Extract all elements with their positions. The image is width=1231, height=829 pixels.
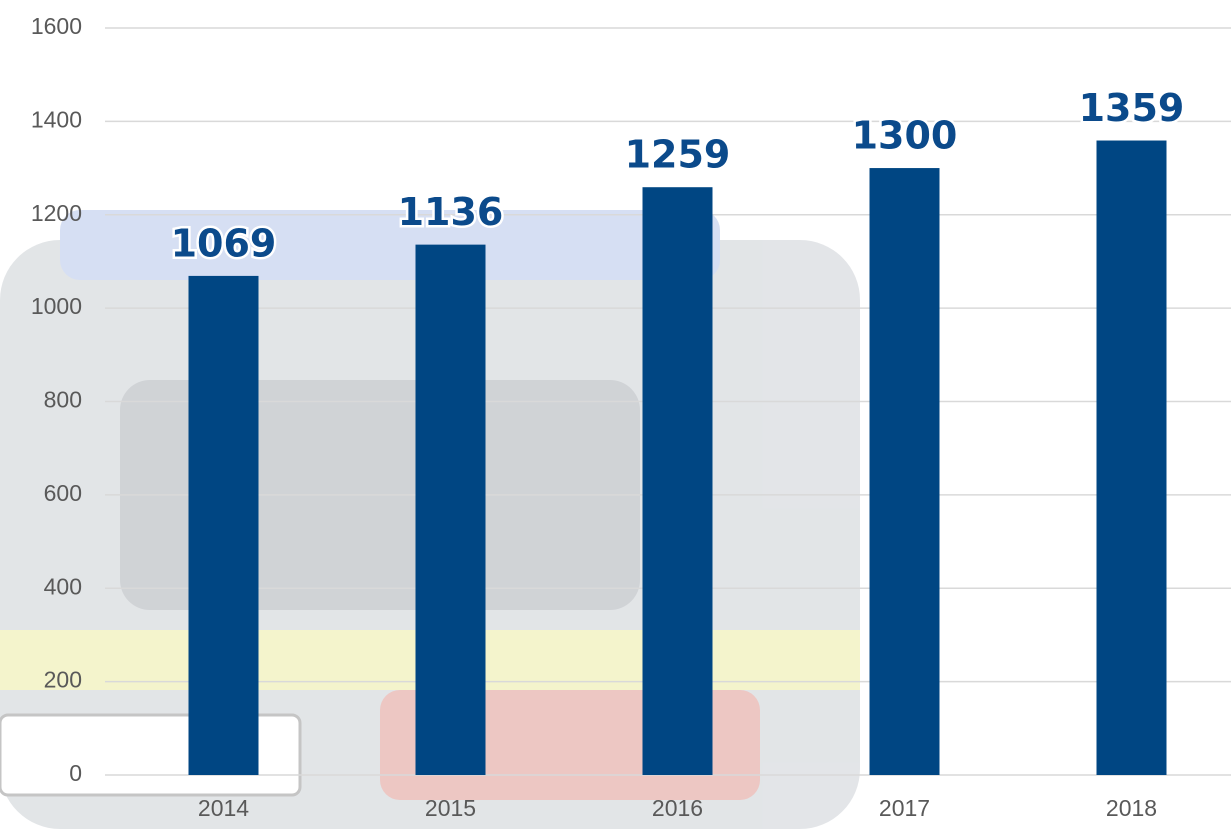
x-tick-label: 2015 (425, 795, 476, 821)
bar (1096, 140, 1167, 776)
y-tick-label: 1000 (31, 293, 82, 319)
y-tick-label: 600 (44, 480, 82, 506)
bar (642, 187, 713, 776)
y-tick-label: 400 (44, 573, 82, 599)
y-tick-label: 1200 (31, 200, 82, 226)
value-label: 1359 (1079, 86, 1185, 130)
value-label: 1136 (398, 190, 504, 234)
y-tick-label: 800 (44, 387, 82, 413)
bar (869, 168, 940, 775)
bar (188, 275, 259, 775)
y-tick-label: 200 (44, 667, 82, 693)
y-tick-label: 0 (69, 760, 82, 786)
value-label: 1069 (171, 221, 277, 265)
value-label: 1259 (625, 133, 731, 177)
x-tick-label: 2014 (198, 795, 249, 821)
y-tick-label: 1400 (31, 106, 82, 132)
value-label: 1300 (852, 114, 958, 158)
bar (415, 244, 486, 775)
x-tick-label: 2018 (1106, 795, 1157, 821)
x-tick-label: 2017 (879, 795, 930, 821)
y-tick-label: 1600 (31, 13, 82, 39)
x-tick-label: 2016 (652, 795, 703, 821)
